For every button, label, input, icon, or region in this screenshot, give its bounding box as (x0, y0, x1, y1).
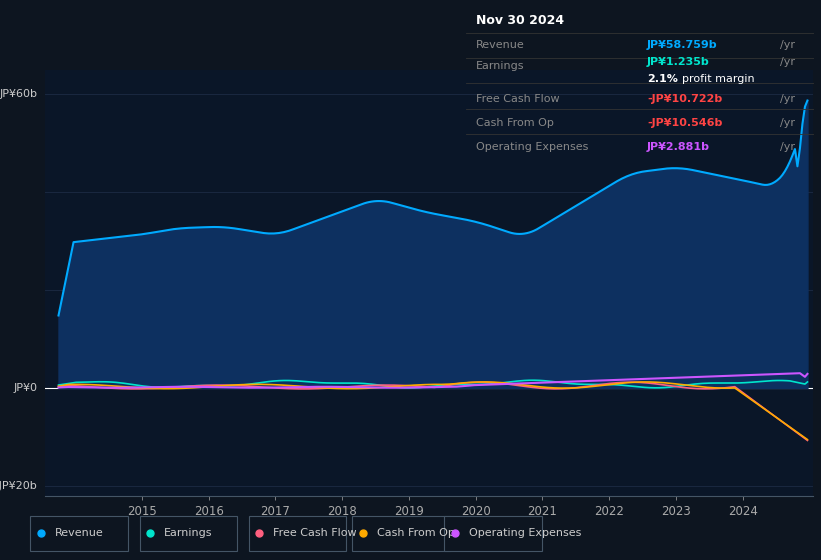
Text: Operating Expenses: Operating Expenses (476, 142, 589, 152)
FancyBboxPatch shape (352, 516, 450, 551)
Text: /yr: /yr (780, 40, 795, 50)
Text: JP¥0: JP¥0 (13, 383, 38, 393)
Text: /yr: /yr (780, 95, 795, 104)
Text: Free Cash Flow: Free Cash Flow (476, 95, 560, 104)
Text: /yr: /yr (780, 142, 795, 152)
Text: Revenue: Revenue (55, 529, 103, 538)
Text: Cash From Op: Cash From Op (476, 118, 554, 128)
Text: /yr: /yr (780, 118, 795, 128)
Text: Free Cash Flow: Free Cash Flow (273, 529, 357, 538)
FancyBboxPatch shape (30, 516, 128, 551)
Text: JP¥2.881b: JP¥2.881b (647, 142, 710, 152)
Text: -JP¥20b: -JP¥20b (0, 481, 38, 491)
Text: -JP¥10.546b: -JP¥10.546b (647, 118, 722, 128)
Text: /yr: /yr (780, 58, 795, 67)
Text: Revenue: Revenue (476, 40, 525, 50)
FancyBboxPatch shape (444, 516, 542, 551)
Text: -JP¥10.722b: -JP¥10.722b (647, 95, 722, 104)
Text: Cash From Op: Cash From Op (377, 529, 455, 538)
FancyBboxPatch shape (140, 516, 237, 551)
Text: JP¥1.235b: JP¥1.235b (647, 58, 709, 67)
Text: JP¥58.759b: JP¥58.759b (647, 40, 718, 50)
Text: Operating Expenses: Operating Expenses (469, 529, 581, 538)
Text: JP¥60b: JP¥60b (0, 90, 38, 100)
Text: Nov 30 2024: Nov 30 2024 (476, 13, 564, 26)
Text: Earnings: Earnings (476, 61, 525, 71)
Text: 2.1%: 2.1% (647, 74, 678, 84)
Text: profit margin: profit margin (681, 74, 754, 84)
Text: Earnings: Earnings (164, 529, 213, 538)
FancyBboxPatch shape (249, 516, 346, 551)
